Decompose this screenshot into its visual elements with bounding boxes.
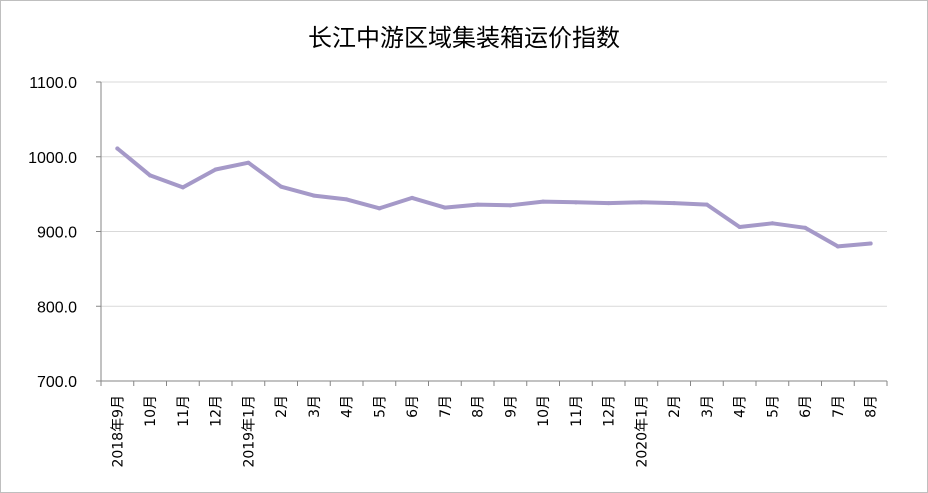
x-tick-label: 12月 [602,395,618,427]
data-point [508,203,513,208]
x-tick-label: 5月 [765,395,781,418]
data-point [180,185,185,190]
x-tick-label: 2020年1月 [634,395,650,468]
data-point [475,202,480,207]
data-point [410,195,415,200]
x-tick-label: 2019年1月 [241,395,257,468]
x-tick-label: 8月 [471,395,487,418]
y-tick-label: 900.0 [37,225,77,242]
x-tick-label: 10月 [536,395,552,427]
y-axis: 1100.0 1000.0 900.0 800.0 700.0 [28,75,102,391]
x-tick-label: 7月 [831,395,847,418]
series-line-path [115,146,873,249]
data-point [704,202,709,207]
x-tick-label: 2018年9月 [110,395,126,468]
x-tick-label: 3月 [700,395,716,418]
data-point [639,200,644,205]
data-point [606,201,611,206]
data-point [868,241,873,246]
data-point [246,160,251,165]
x-tick-label: 10月 [143,395,159,427]
data-point [737,225,742,230]
data-point [541,199,546,204]
data-point [279,184,284,189]
x-tick-label: 6月 [798,395,814,418]
data-point [442,205,447,210]
y-tick-label: 700.0 [37,374,77,391]
data-point [835,244,840,249]
data-point [573,200,578,205]
x-tick-label: 4月 [733,395,749,418]
x-tick-label: 8月 [864,395,880,418]
x-axis: 2018年9月 10月 11月 12月 2019年1月 2月 3月 4月 5月 6月 7月 8月 9月 1… [100,380,888,468]
gridlines [101,81,887,307]
data-point [672,201,677,206]
x-tick-label: 4月 [340,395,356,418]
x-tick-label: 2月 [274,395,290,418]
data-point [770,221,775,226]
x-tick-label: 9月 [503,395,519,418]
data-point [148,173,153,178]
x-tick-label: 5月 [372,395,388,418]
y-tick-label: 800.0 [37,299,77,316]
data-point [377,206,382,211]
x-tick-label: 7月 [438,395,454,418]
series-line [115,146,873,249]
data-point [213,167,218,172]
y-tick-label: 1000.0 [28,150,77,167]
data-point [344,197,349,202]
data-point [803,225,808,230]
data-point [311,193,316,198]
x-tick-label: 12月 [209,395,225,427]
chart-title: 长江中游区域集装箱运价指数 [308,24,620,52]
y-tick-label: 1100.0 [29,75,77,92]
x-tick-label: 3月 [307,395,323,418]
data-point [115,146,120,151]
x-tick-label: 2月 [667,395,683,418]
x-tick-label: 6月 [405,395,421,418]
x-tick-label: 11月 [176,395,192,427]
x-tick-label: 11月 [569,395,585,427]
